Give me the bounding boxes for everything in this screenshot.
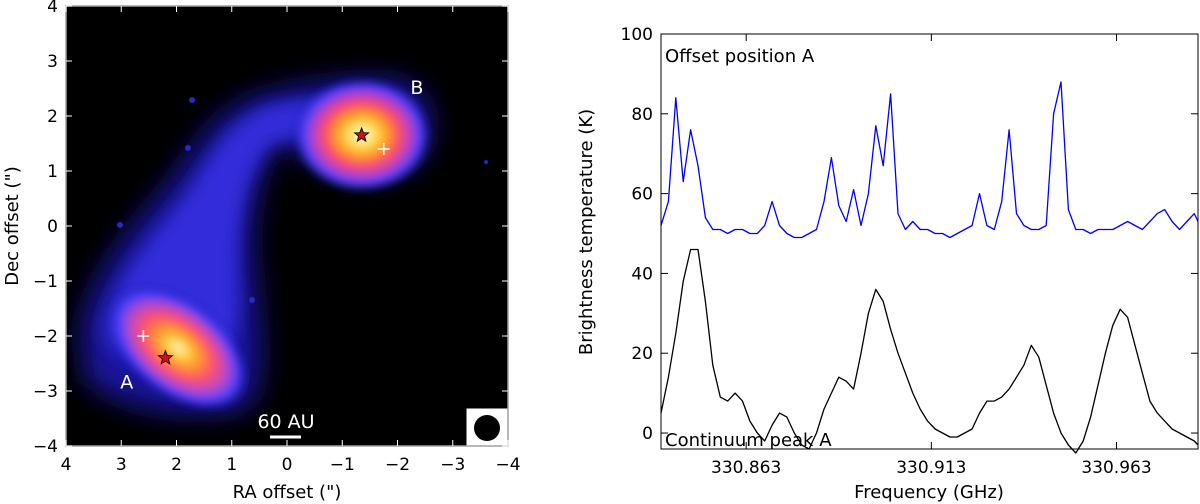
y-tick-label: 60 — [631, 185, 653, 205]
source-a-label: A — [120, 371, 133, 393]
x-tick-label: 330.913 — [896, 458, 966, 478]
y-tick-label: 20 — [631, 344, 653, 364]
noise-blob — [189, 97, 195, 103]
y-axis-ticks: 0 20 40 60 80 100 — [621, 25, 1198, 444]
noise-blob — [185, 145, 191, 151]
source-labels: AB — [120, 77, 423, 393]
y-axis-label: Dec offset (") — [2, 166, 23, 286]
x-tick-label: 0 — [282, 455, 293, 475]
plot-area — [661, 34, 1198, 449]
x-axis-ticks: 330.863 330.913 330.963 — [711, 34, 1152, 478]
y-tick-label: 3 — [47, 52, 58, 72]
annotation-continuum-peak: Continuum peak A — [665, 430, 832, 451]
emission-map — [80, 77, 488, 414]
source-markers — [137, 126, 390, 366]
noise-blob — [249, 297, 255, 303]
x-tick-label: 330.963 — [1081, 458, 1151, 478]
source-a-star — [157, 349, 174, 366]
y-tick-label: 100 — [621, 25, 653, 45]
x-tick-label: −4 — [495, 455, 520, 475]
y-tick-label: 4 — [47, 0, 58, 17]
series-line-continuum-peak-a — [660, 248, 1199, 454]
annotation-offset-position: Offset position A — [665, 46, 815, 67]
beam-ellipse — [474, 415, 500, 441]
source-a-cross — [137, 330, 150, 342]
source-a-emission — [106, 284, 250, 412]
y-tick-label: −3 — [33, 382, 58, 402]
y-tick-label: −2 — [33, 327, 58, 347]
x-axis-ticks: 4 3 2 1 0 −1 −2 −3 −4 — [61, 6, 520, 475]
series-line-offset-position-a — [660, 81, 1199, 239]
y-tick-label: 2 — [47, 107, 58, 127]
y-tick-label: 1 — [47, 162, 58, 182]
source-b-cross — [377, 143, 390, 155]
x-axis-label: RA offset (") — [233, 482, 342, 503]
y-axis-ticks: 4 3 2 1 0 −1 −2 −3 −4 — [33, 0, 508, 457]
x-tick-label: −2 — [385, 455, 410, 475]
x-tick-label: 3 — [116, 455, 127, 475]
source-b-label: B — [410, 77, 423, 99]
spectra — [660, 81, 1199, 454]
source-b-star — [353, 126, 370, 143]
y-tick-label: −4 — [33, 437, 58, 457]
x-tick-label: −3 — [440, 455, 465, 475]
y-tick-label: 80 — [631, 105, 653, 125]
y-axis-label: Brightness temperature (K) — [576, 109, 597, 355]
x-tick-label: 330.863 — [711, 458, 781, 478]
x-axis-label: Frequency (GHz) — [854, 482, 1004, 503]
scale-bar-label: 60 AU — [257, 411, 314, 433]
x-tick-label: 4 — [61, 455, 72, 475]
y-tick-label: 0 — [642, 424, 653, 444]
y-tick-label: 40 — [631, 264, 653, 284]
noise-blob — [484, 160, 488, 164]
x-tick-label: −1 — [330, 455, 355, 475]
x-tick-label: 2 — [171, 455, 182, 475]
noise-blob — [117, 222, 123, 228]
y-tick-label: −1 — [33, 272, 58, 292]
y-tick-label: 0 — [47, 217, 58, 237]
x-tick-label: 1 — [226, 455, 237, 475]
plot-frame — [660, 33, 1199, 450]
